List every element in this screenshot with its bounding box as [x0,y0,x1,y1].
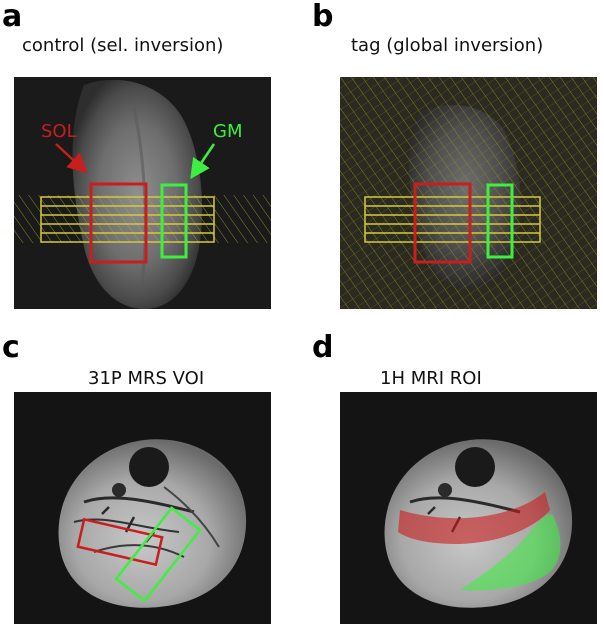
gm-roi-overlay [460,514,561,591]
panel-a-image: SOL GM [14,77,271,309]
sol-roi-box [413,182,472,264]
panel-c-image [14,392,271,624]
panel-letter-b: b [312,0,334,34]
gm-label: GM [213,121,242,142]
sol-roi-overlay [398,492,550,544]
gm-roi-box [486,183,514,259]
panel-b-image [340,77,597,309]
sol-arrow [55,143,88,174]
gm-voi-box [114,506,202,603]
panel-caption-a: control (sel. inversion) [22,35,224,56]
panel-letter-c: c [2,330,20,365]
sol-roi-box [89,182,148,264]
gm-roi-box [160,183,188,259]
bone-tibia [129,447,169,487]
panel-letter-a: a [2,0,23,34]
leg-cross-section [58,439,247,608]
inversion-slab [14,195,271,243]
sol-voi-box [76,517,164,567]
panel-caption-d: 1H MRI ROI [380,368,482,389]
panel-caption-c: 31P MRS VOI [88,368,205,389]
panel-d-image [340,392,597,624]
sol-label: SOL [41,121,77,142]
calf-muscle-silhouette [72,79,203,309]
gm-arrow [190,143,216,180]
bone-tibia [455,447,495,487]
panel-caption-b: tag (global inversion) [351,35,544,56]
panel-letter-d: d [312,330,334,365]
